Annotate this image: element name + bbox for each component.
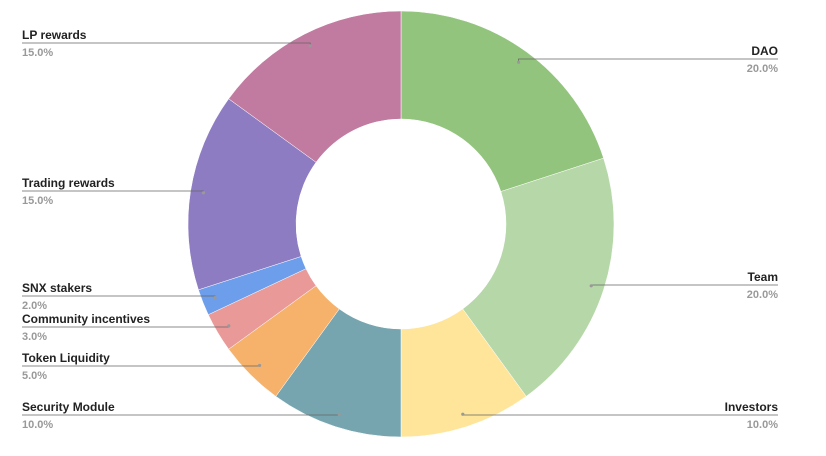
slice-label: SNX stakers	[22, 281, 92, 295]
slice-value: 3.0%	[22, 331, 47, 343]
leader-line	[518, 58, 778, 63]
leader-dot	[461, 412, 465, 416]
leader-dot	[516, 60, 521, 64]
leader-line	[22, 365, 260, 367]
slice-value: 5.0%	[22, 370, 47, 382]
slice-label: Team	[748, 270, 778, 284]
slice-value: 20.0%	[747, 63, 778, 75]
slice-value: 15.0%	[22, 47, 53, 59]
leader-dot	[337, 412, 341, 416]
leader-line	[22, 42, 311, 46]
slice-value: 2.0%	[22, 300, 47, 312]
leader-dot	[308, 44, 312, 48]
slice-value: 10.0%	[22, 419, 53, 431]
leader-line	[462, 414, 778, 416]
slice-value: 15.0%	[22, 195, 53, 207]
slice-label: DAO	[751, 44, 778, 58]
slice-label: Community incentives	[22, 312, 150, 326]
slice-label: Token Liquidity	[22, 351, 110, 365]
leader-line	[22, 414, 340, 416]
leader-dot	[589, 284, 593, 288]
slice-label: Investors	[725, 400, 779, 414]
slice-label: Security Module	[22, 400, 115, 414]
leader-dot	[257, 363, 262, 368]
leader-dot	[213, 296, 217, 300]
leader-line	[22, 295, 216, 298]
slice-value: 20.0%	[747, 289, 778, 301]
slice-label: LP rewards	[22, 28, 87, 42]
slice-value: 10.0%	[747, 419, 778, 431]
slice	[462, 157, 615, 397]
slice	[400, 10, 604, 192]
leader-dot	[201, 191, 206, 195]
leader-line	[22, 190, 204, 193]
slice	[187, 98, 317, 291]
slice	[228, 10, 402, 163]
slice-label: Trading rewards	[22, 176, 115, 190]
leader-line	[590, 284, 778, 286]
leader-dot	[227, 324, 231, 328]
